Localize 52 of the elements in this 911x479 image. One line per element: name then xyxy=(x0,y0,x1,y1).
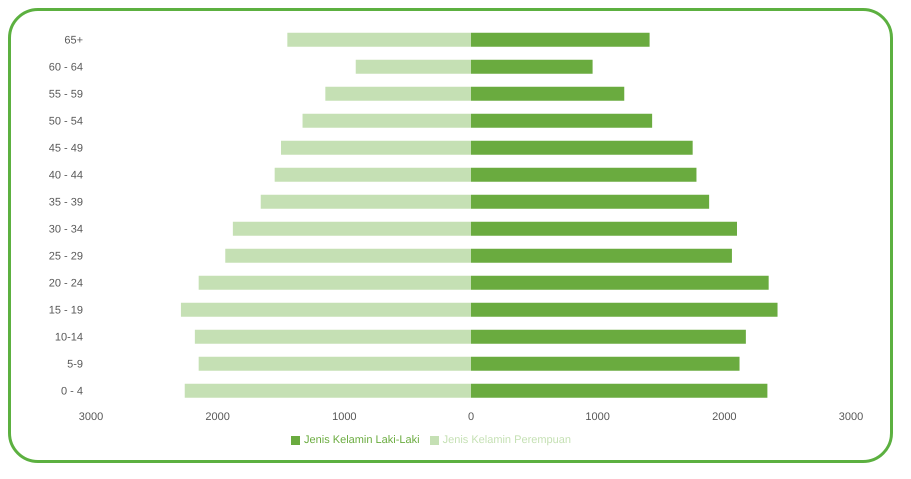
bar xyxy=(198,276,471,290)
x-tick-label: 2000 xyxy=(712,410,737,423)
bar xyxy=(287,32,471,47)
bar xyxy=(471,248,732,263)
y-tick-label: 60 - 64 xyxy=(48,61,83,74)
bar xyxy=(232,222,471,236)
bar xyxy=(471,302,778,317)
y-tick-label: 15 - 19 xyxy=(48,304,83,316)
legend-label: Jenis Kelamin Laki-Laki xyxy=(304,434,420,446)
bar xyxy=(198,356,471,371)
bar xyxy=(302,114,471,128)
bar xyxy=(274,168,471,182)
y-tick-label: 65+ xyxy=(64,34,83,46)
bar xyxy=(260,194,471,209)
bar xyxy=(194,330,471,344)
y-tick-label: 35 - 39 xyxy=(48,196,83,208)
bar xyxy=(281,140,471,155)
rounded-frame-border: Jenis Kelamin Laki-Laki Jenis Kelamin Perempuan 3000 2000 1000 0 1000 2000 3000 65+ 60 - 64 55 - 59 50 - 54 45 - 49 40 - 44 35 - 39 30 - 34 25 - 29 20 - 24 15 - 19 10-14 5-9 0 - 4 xyxy=(8,8,893,463)
bar xyxy=(471,222,737,236)
y-tick-label: 55 - 59 xyxy=(48,88,83,100)
bar xyxy=(184,384,471,398)
x-tick-label: 3000 xyxy=(78,410,104,423)
bar xyxy=(471,86,624,101)
bar xyxy=(225,248,471,263)
bar xyxy=(471,330,746,344)
y-tick-label: 10-14 xyxy=(54,331,83,344)
bar xyxy=(471,60,593,74)
y-tick-label: 5-9 xyxy=(67,358,83,370)
bar xyxy=(180,302,471,317)
y-tick-label: 0 - 4 xyxy=(60,385,83,398)
bar xyxy=(471,276,769,290)
bar xyxy=(471,114,652,128)
y-tick-label: 25 - 29 xyxy=(48,250,83,262)
y-tick-label: 30 - 34 xyxy=(48,223,83,236)
bar xyxy=(471,140,693,155)
y-tick-label: 50 - 54 xyxy=(48,115,83,128)
bar xyxy=(471,384,768,398)
y-tick-label: 45 - 49 xyxy=(48,142,83,154)
bar xyxy=(471,32,650,47)
x-tick-label: 1000 xyxy=(332,410,357,423)
bar xyxy=(471,168,696,182)
legend-label: Jenis Kelamin Perempuan xyxy=(442,434,571,446)
x-tick-label: 2000 xyxy=(205,410,230,423)
x-tick-label: 3000 xyxy=(838,410,864,423)
x-tick-label: 1000 xyxy=(585,410,610,423)
bar xyxy=(471,356,740,371)
y-tick-label: 20 - 24 xyxy=(48,277,83,290)
bar xyxy=(356,60,471,74)
bar xyxy=(325,86,471,101)
bar xyxy=(471,194,710,209)
x-tick-label: 0 xyxy=(468,410,474,423)
y-tick-label: 40 - 44 xyxy=(48,169,83,182)
